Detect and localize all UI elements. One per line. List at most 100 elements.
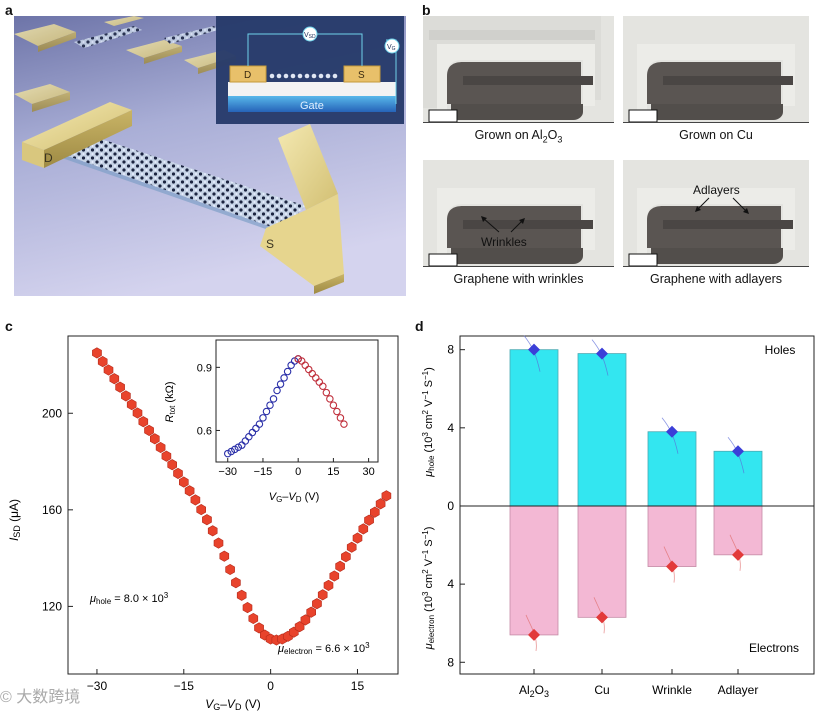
y-tick-label: 4	[447, 421, 454, 435]
rtot-hole-point	[259, 414, 267, 422]
isd-data-point	[381, 490, 392, 502]
isd-data-point	[369, 506, 380, 518]
inset-data-series	[223, 355, 348, 458]
drain-label: D	[44, 151, 53, 165]
isd-data-point	[335, 560, 345, 572]
isd-data-point	[317, 589, 328, 601]
isd-data-point	[358, 523, 369, 535]
inset-x-tick-label: −30	[218, 466, 237, 478]
chart-isd-vs-vg: −30 −15 0 15 120 160 200 ISD (μA) VG–VD (V) μh…	[7, 335, 399, 712]
isd-data-point	[132, 407, 143, 419]
tile-caption: Grown on Cu	[623, 122, 809, 147]
drain-electrode	[22, 102, 132, 168]
y-tick-label: 4	[447, 577, 454, 591]
x-axis-label: VG–VD (V)	[205, 697, 261, 712]
hole-mean-marker	[596, 347, 608, 360]
rtot-electron-point	[326, 395, 334, 403]
inset-y-tick-label: 0.9	[197, 362, 212, 374]
electron-mobility-bar	[509, 505, 559, 636]
hole-mobility-bar	[577, 353, 627, 507]
isd-data-point	[213, 537, 224, 549]
isd-data-point	[97, 356, 108, 368]
rtot-hole-point	[262, 407, 271, 416]
panel-label-d: d	[415, 318, 424, 334]
isd-data-point	[167, 459, 177, 471]
isd-data-point	[179, 476, 189, 488]
electron-mean-marker	[596, 611, 608, 624]
isd-data-point	[126, 399, 137, 411]
y-axis-label-electrons: μelectron (103 cm2 V−1 S−1)	[421, 527, 436, 651]
isd-data-point	[190, 494, 201, 506]
x-tick-label: −30	[87, 679, 108, 693]
y-axis-label: ISD (μA)	[7, 499, 22, 541]
inset-x-tick-label: 30	[362, 466, 374, 478]
y-axis-label-holes: μhole (103 cm2 V−1 S−1)	[421, 367, 436, 478]
vg-symbol: VG	[387, 44, 396, 52]
electron-mean-marker	[666, 560, 678, 573]
hole-mobility-bar	[647, 431, 697, 507]
y-tick-label: 120	[42, 599, 62, 613]
tile-caption: Graphene with wrinkles	[423, 266, 614, 291]
mu-electron-annotation: μelectron = 6.6 × 103	[277, 641, 370, 656]
isd-data-point	[300, 614, 311, 626]
isd-data-point	[109, 373, 120, 385]
category-labels: Al2O3 Cu Wrinkle Adlayer	[519, 669, 758, 699]
y-tick-label: 200	[42, 406, 62, 420]
hole-mobility-bar	[713, 450, 763, 507]
category-label: Al2O3	[519, 683, 549, 699]
y-tick-label: 8	[447, 655, 454, 669]
vsd-symbol: VSD	[304, 32, 316, 40]
rtot-hole-point	[283, 367, 292, 376]
isd-data-point	[155, 441, 166, 454]
isd-data-point	[242, 602, 253, 614]
y-tick-label: 0	[447, 499, 454, 513]
electron-mobility-bar	[647, 505, 697, 567]
isd-data-point	[92, 347, 102, 359]
isd-data-point	[341, 551, 351, 563]
hole-mean-marker	[732, 445, 744, 458]
chart-mobility-bars: 0 4 8 4 8 Holes Electrons μhole (103 cm2 V−1…	[421, 335, 815, 699]
micrograph-tile-adlayers: Adlayers Graphene with adlayers	[623, 160, 809, 291]
isd-data-point	[184, 485, 195, 497]
rtot-electron-point	[333, 407, 341, 416]
graphene-channel	[62, 134, 306, 230]
mu-hole-annotation: μhole = 8.0 × 103	[89, 591, 169, 606]
micrograph-tile-al2o3: Grown on Al2O3	[423, 16, 614, 147]
electron-mean-marker	[528, 628, 540, 641]
bar-series	[509, 349, 763, 636]
isd-data-point	[115, 381, 125, 393]
rtot-electron-point	[319, 382, 327, 391]
hole-mobility-bar	[509, 349, 559, 507]
x-tick-label: 15	[351, 679, 365, 693]
rtot-electron-point	[329, 401, 338, 409]
source-electrode	[260, 124, 344, 294]
inset-d-label: D	[244, 70, 251, 81]
isd-data-point	[173, 467, 183, 479]
wrinkles-annotation: Wrinkles	[481, 235, 527, 249]
category-label: Adlayer	[718, 683, 759, 697]
category-label: Wrinkle	[652, 683, 692, 697]
electrons-label: Electrons	[749, 641, 799, 655]
hole-mean-marker	[528, 343, 540, 356]
isd-data-point	[254, 622, 264, 634]
isd-data-point	[312, 598, 322, 610]
mean-markers	[523, 335, 745, 651]
rtot-electron-point	[336, 414, 345, 422]
arrow-line	[732, 197, 748, 213]
holes-label: Holes	[765, 343, 796, 357]
arrow-line	[482, 217, 500, 233]
isd-data-point	[103, 364, 114, 376]
gate-label: Gate	[300, 100, 324, 112]
graphene-device-illustration: D S VSD VG D S Gate	[14, 16, 406, 296]
panel-label-b: b	[422, 2, 431, 18]
electron-mobility-bar	[713, 505, 763, 556]
micrograph-tile-cu: Grown on Cu	[623, 16, 809, 147]
isd-data-point	[306, 606, 317, 618]
hole-mean-marker	[666, 425, 678, 438]
isd-data-point	[225, 563, 235, 576]
isd-data-point	[329, 570, 340, 582]
inset-schematic: VSD VG D S Gate	[216, 16, 404, 124]
inset-x-tick-label: 15	[327, 466, 339, 478]
panel-label-c: c	[5, 318, 13, 334]
isd-data-point	[323, 579, 334, 591]
